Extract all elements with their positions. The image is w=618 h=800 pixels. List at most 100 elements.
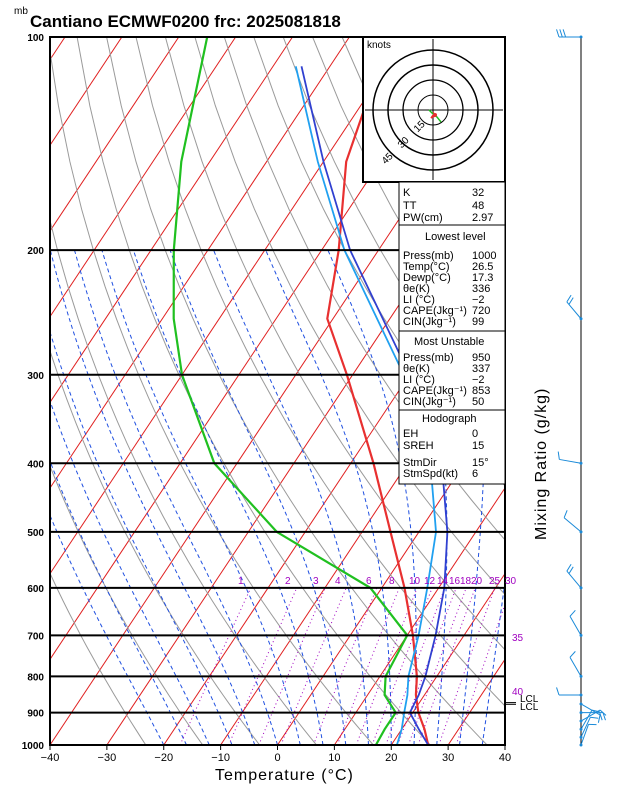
isotherm-line	[106, 144, 505, 745]
mixing-ratio-label: 2	[285, 576, 291, 587]
wind-barb-flag	[556, 29, 560, 38]
x-tick-label: 30	[442, 752, 454, 764]
x-tick-label: 0	[274, 752, 280, 764]
mixing-ratio-line	[455, 603, 505, 745]
y-tick-label: 300	[27, 371, 44, 382]
moist-adiabat-line	[132, 249, 324, 745]
y-tick-label: 400	[27, 459, 44, 470]
index-label: Temp(°C)	[403, 261, 450, 273]
wind-barb-flag	[590, 716, 599, 719]
dry-adiabat-line	[50, 48, 374, 745]
wind-barb-flag	[591, 709, 600, 713]
isotherm-line	[277, 401, 505, 745]
dry-adiabat-line	[548, 37, 618, 745]
wind-barb-flag	[599, 712, 603, 721]
wind-barb-flag	[569, 651, 576, 658]
moist-adiabat-line	[213, 249, 369, 745]
index-label: θe(K)	[403, 283, 430, 295]
index-label: CIN(Jkg⁻¹)	[403, 396, 456, 408]
hodograph-unit: knots	[367, 40, 391, 51]
index-label: Press(mb)	[403, 352, 454, 364]
index-value: 99	[472, 316, 484, 328]
isotherm-line	[50, 37, 293, 404]
mixing-ratio-label: 16	[449, 576, 461, 587]
wind-barb-flag	[597, 714, 601, 723]
index-value: 50	[472, 396, 484, 408]
index-label: CAPE(Jkg⁻¹)	[403, 305, 467, 317]
index-value: 720	[472, 305, 490, 317]
index-label: LI (°C)	[403, 374, 435, 386]
wind-barb	[566, 570, 582, 589]
isotherm-line	[50, 37, 350, 489]
temperature-profile	[326, 37, 430, 745]
index-label: Press(mb)	[403, 250, 454, 262]
mixing-ratio-line	[179, 587, 252, 745]
wind-barb-base	[579, 702, 583, 706]
index-value: 853	[472, 385, 490, 397]
y-tick-label: 800	[27, 672, 44, 683]
wind-barb	[566, 301, 582, 320]
moist-adiabat-line	[50, 330, 233, 745]
wind-barb	[580, 717, 591, 738]
mixing-ratio-label: 25	[489, 576, 501, 587]
index-label: EH	[403, 428, 418, 440]
dry-adiabat-line	[194, 37, 505, 596]
dry-adiabat-line	[488, 37, 505, 66]
mixing-ratio-label: 3	[313, 576, 319, 587]
lcl-label: LCL	[520, 694, 539, 705]
wind-barb-flag	[569, 609, 576, 617]
mixing-ratio-label: 6	[366, 576, 372, 587]
hodograph: knots 15 30 45	[362, 36, 506, 183]
isotherm-line	[50, 37, 407, 575]
mixing-ratio-label: 4	[335, 576, 341, 587]
isotherm-line	[50, 37, 237, 318]
y-tick-label: 100	[27, 33, 44, 44]
y-tick-label: 700	[27, 631, 44, 642]
wind-barb-flag	[559, 29, 563, 38]
index-label: CIN(Jkg⁻¹)	[403, 316, 456, 328]
mixing-ratio-label: 18	[460, 576, 472, 587]
moist-adiabat-line	[481, 577, 505, 745]
index-value: 950	[472, 352, 490, 364]
y-tick-label: 500	[27, 528, 44, 539]
section-title: Most Unstable	[414, 336, 484, 348]
wind-barb-base	[579, 735, 583, 739]
isotherm-line	[50, 37, 180, 232]
background-lines	[50, 37, 618, 745]
index-value: 336	[472, 283, 490, 295]
mixing-ratio-label: 8	[389, 576, 395, 587]
index-label: StmDir	[403, 457, 437, 469]
dry-adiabat-line	[578, 37, 618, 745]
wind-barb-flag	[568, 566, 574, 574]
moist-adiabat-line	[74, 249, 278, 745]
wind-barb-base	[579, 530, 583, 534]
dry-adiabat-line	[223, 37, 505, 541]
mixing-ratio-line	[407, 587, 467, 745]
wind-barb-base	[579, 317, 583, 321]
dry-adiabat-line	[50, 572, 147, 745]
y-tick-label: 600	[27, 584, 44, 595]
dry-adiabat-line	[164, 37, 505, 651]
wind-barb-base	[579, 586, 583, 590]
mixing-ratio-label: 12	[424, 576, 436, 587]
lcl-label: LCL	[520, 702, 539, 713]
wind-barb-base	[579, 35, 583, 39]
dry-adiabat-line	[50, 464, 204, 745]
dry-adiabat-line	[50, 218, 317, 745]
wind-barb-base	[579, 719, 583, 723]
x-tick-label: −40	[41, 752, 60, 764]
index-label: LI (°C)	[403, 294, 435, 306]
wind-barb-base	[579, 461, 583, 465]
isotherm-line	[333, 487, 505, 745]
index-value: 26.5	[472, 261, 493, 273]
index-label: PW(cm)	[403, 212, 443, 224]
moist-adiabat-line	[50, 249, 256, 745]
isotherm-label: 40	[512, 687, 524, 698]
index-label: K	[403, 187, 411, 199]
index-value: −2	[472, 374, 485, 386]
index-value: 337	[472, 363, 490, 375]
wind-barb	[580, 709, 593, 730]
index-label: Dewp(°C)	[403, 272, 451, 284]
moist-adiabat-line	[50, 399, 210, 745]
wind-barb	[569, 616, 582, 636]
